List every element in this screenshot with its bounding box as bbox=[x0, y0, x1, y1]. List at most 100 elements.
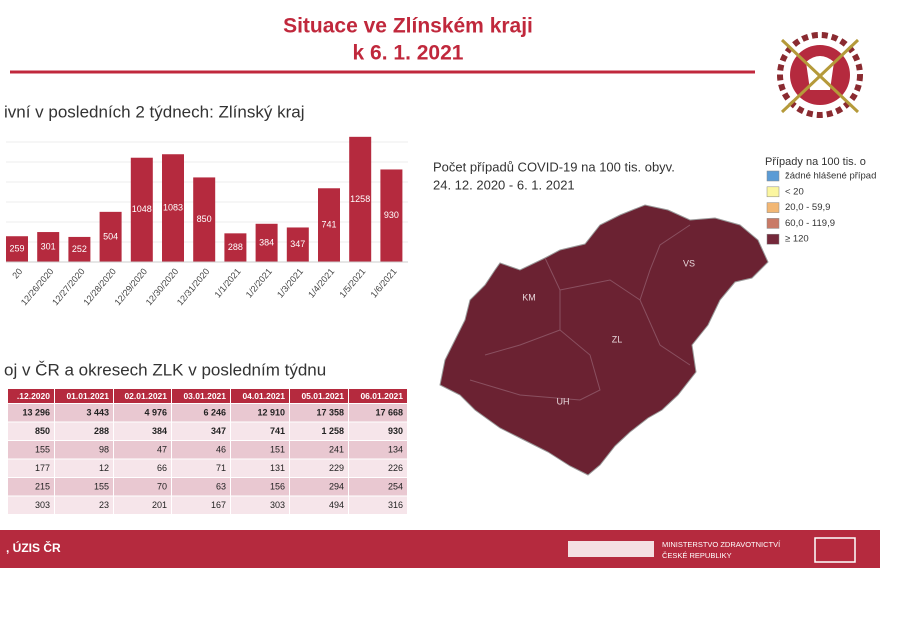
cell bbox=[290, 459, 348, 477]
cell bbox=[231, 404, 289, 422]
region-label: UH bbox=[557, 396, 570, 406]
bar-value: 504 bbox=[103, 231, 118, 241]
legend-swatch bbox=[766, 218, 780, 229]
cell-text: 288 bbox=[94, 426, 109, 436]
cell-text: 167 bbox=[211, 500, 226, 510]
cell bbox=[55, 441, 113, 459]
cell bbox=[55, 459, 113, 477]
legend-label: < 20 bbox=[785, 186, 804, 197]
header-label: 06.01.2021 bbox=[360, 391, 403, 401]
cell bbox=[114, 496, 171, 514]
bar bbox=[255, 223, 278, 262]
cell-text: 134 bbox=[388, 444, 403, 454]
cell-text: 98 bbox=[99, 444, 109, 454]
bar bbox=[37, 232, 60, 262]
cell bbox=[55, 496, 113, 514]
header-label: 01.01.2021 bbox=[66, 391, 109, 401]
cell-text: 155 bbox=[35, 444, 50, 454]
cell bbox=[172, 422, 230, 440]
cell-text: 6 246 bbox=[203, 407, 226, 417]
header-cell bbox=[114, 389, 171, 403]
map-period: 24. 12. 2020 - 6. 1. 2021 bbox=[433, 177, 575, 192]
legend-swatch bbox=[766, 186, 780, 198]
region-label: ZL bbox=[612, 334, 623, 344]
cell bbox=[349, 441, 407, 459]
bar-value: 930 bbox=[384, 210, 399, 220]
title: Situace ve Zlínském kraji bbox=[283, 15, 533, 38]
cell-text: 156 bbox=[270, 481, 285, 491]
header-label: 03.01.2021 bbox=[183, 391, 226, 401]
x-label: 20 bbox=[10, 266, 24, 280]
header-cell bbox=[290, 389, 348, 403]
cell bbox=[8, 441, 54, 459]
cell bbox=[8, 496, 54, 514]
cell-text: 201 bbox=[152, 500, 167, 510]
footer-source: , ÚZIS ČR bbox=[6, 540, 61, 555]
map: Počet případů COVID-19 na 100 tis. obyv.… bbox=[433, 156, 876, 476]
region-shape bbox=[439, 204, 769, 476]
cell bbox=[172, 441, 230, 459]
bar bbox=[349, 136, 372, 262]
footer-band bbox=[0, 530, 880, 568]
cell bbox=[349, 496, 407, 514]
bar-value: 1083 bbox=[163, 202, 183, 212]
cell-text: 46 bbox=[216, 444, 226, 454]
cell-text: 17 358 bbox=[316, 407, 344, 417]
legend-label: 60,0 - 119,9 bbox=[785, 218, 835, 229]
cell bbox=[172, 459, 230, 477]
cell-text: 3 443 bbox=[86, 407, 109, 417]
cell-text: 294 bbox=[329, 481, 344, 491]
legend-label: žádné hlášené případ bbox=[785, 171, 876, 182]
bar bbox=[286, 227, 309, 262]
bar bbox=[162, 154, 184, 262]
cell-text: 12 bbox=[99, 463, 109, 473]
header-cell bbox=[349, 389, 407, 403]
cell bbox=[349, 404, 407, 422]
cell-text: 303 bbox=[35, 500, 50, 510]
cell-text: 229 bbox=[329, 463, 344, 473]
legend-swatch bbox=[766, 170, 780, 182]
cell bbox=[114, 459, 171, 477]
cell-text: 155 bbox=[94, 481, 109, 491]
bar-value: 301 bbox=[41, 241, 56, 251]
cell bbox=[349, 422, 407, 440]
cell-text: 930 bbox=[388, 426, 403, 436]
bar bbox=[318, 188, 340, 262]
cell bbox=[231, 422, 289, 440]
cell-text: 850 bbox=[35, 426, 50, 436]
bar-value: 741 bbox=[321, 220, 336, 230]
cell-text: 17 668 bbox=[375, 407, 403, 417]
cell-text: 12 910 bbox=[257, 407, 285, 417]
cell bbox=[114, 422, 171, 440]
cell bbox=[8, 422, 54, 440]
bar-value: 347 bbox=[290, 239, 305, 249]
bar bbox=[130, 157, 153, 262]
map-title: Počet případů COVID-19 na 100 tis. obyv. bbox=[433, 159, 675, 174]
cell bbox=[231, 441, 289, 459]
cell-text: 13 296 bbox=[22, 407, 50, 417]
cell-text: 347 bbox=[211, 426, 226, 436]
cell bbox=[55, 404, 113, 422]
table: .12.2020 01.01.2021 02.01.2021 03.01.2021 04… bbox=[8, 389, 407, 514]
cell bbox=[8, 459, 54, 477]
bar-value: 1258 bbox=[350, 194, 370, 204]
table-title: oj v ČR a okresech ZLK v posledním týdnu bbox=[4, 360, 326, 379]
cell-text: 47 bbox=[157, 444, 167, 454]
bar-value: 252 bbox=[72, 244, 87, 254]
cell bbox=[231, 459, 289, 477]
cell bbox=[290, 422, 348, 440]
cell-text: 1 258 bbox=[321, 426, 344, 436]
header-label: 02.01.2021 bbox=[124, 391, 167, 401]
cell bbox=[290, 404, 348, 422]
cell-text: 151 bbox=[270, 444, 285, 454]
bar bbox=[99, 211, 122, 262]
cell bbox=[172, 478, 230, 496]
cell-text: 71 bbox=[216, 463, 226, 473]
cell-text: 316 bbox=[388, 500, 403, 510]
header-label: 04.01.2021 bbox=[242, 391, 285, 401]
cell bbox=[231, 478, 289, 496]
cell-text: 494 bbox=[329, 500, 344, 510]
cell bbox=[231, 496, 289, 514]
header-cell bbox=[8, 389, 54, 403]
